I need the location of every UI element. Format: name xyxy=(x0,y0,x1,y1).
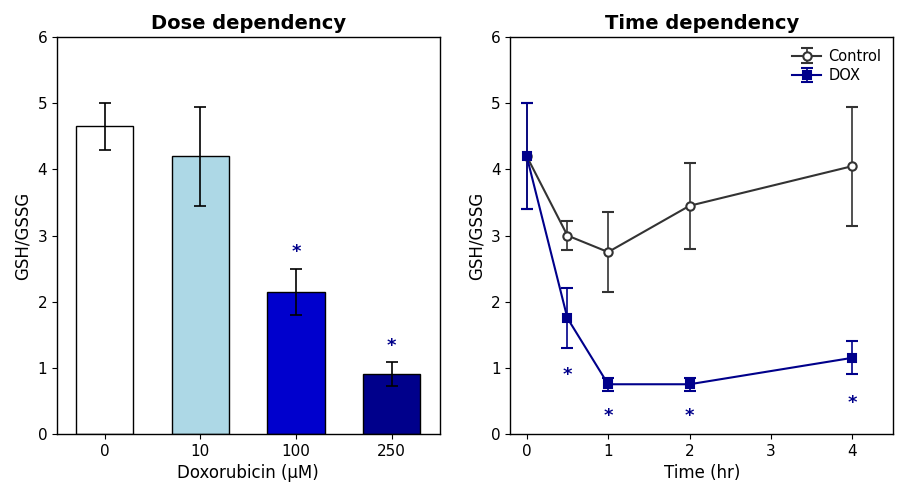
Text: *: * xyxy=(562,367,572,384)
X-axis label: Doxorubicin (μM): Doxorubicin (μM) xyxy=(178,464,319,482)
Bar xyxy=(268,292,325,434)
Title: Dose dependency: Dose dependency xyxy=(151,14,346,33)
Bar xyxy=(76,126,133,434)
Bar xyxy=(363,374,421,434)
Text: *: * xyxy=(848,394,857,412)
Y-axis label: GSH/GSSG: GSH/GSSG xyxy=(467,191,485,280)
Text: *: * xyxy=(291,243,301,260)
X-axis label: Time (hr): Time (hr) xyxy=(664,464,740,482)
Text: *: * xyxy=(387,336,396,355)
Legend: Control, DOX: Control, DOX xyxy=(787,45,886,88)
Bar xyxy=(171,156,229,434)
Text: *: * xyxy=(603,407,613,426)
Text: *: * xyxy=(685,407,694,426)
Title: Time dependency: Time dependency xyxy=(605,14,799,33)
Y-axis label: GSH/GSSG: GSH/GSSG xyxy=(14,191,32,280)
